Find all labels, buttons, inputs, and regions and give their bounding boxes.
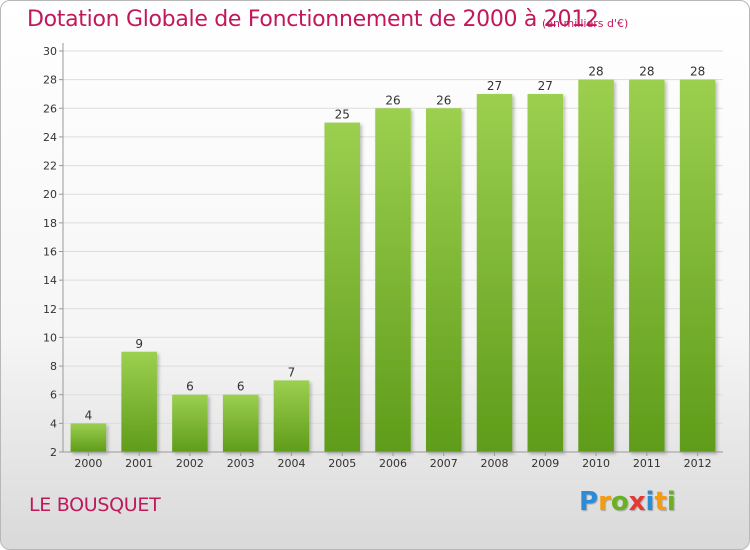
bar xyxy=(273,380,310,452)
data-label: 27 xyxy=(538,79,553,93)
y-tick-label: 14 xyxy=(43,274,57,287)
bar xyxy=(527,93,564,452)
y-tick-label: 2 xyxy=(50,446,57,459)
bar xyxy=(222,394,259,452)
x-tick-label: 2012 xyxy=(684,457,712,470)
y-tick-label: 28 xyxy=(43,74,57,87)
logo-letter: t xyxy=(654,487,667,517)
y-tick-label: 12 xyxy=(43,303,57,316)
bar xyxy=(172,394,208,452)
axis-layer xyxy=(59,43,723,456)
proxiti-logo: Proxiti xyxy=(579,487,676,517)
data-label: 25 xyxy=(335,108,350,122)
bar xyxy=(679,79,716,453)
x-tick-label: 2010 xyxy=(582,457,610,470)
data-label: 28 xyxy=(639,65,654,79)
logo-letter: r xyxy=(598,487,611,517)
x-tick-label: 2008 xyxy=(481,457,509,470)
data-label: 6 xyxy=(237,380,245,394)
commune-name: LE BOUSQUET xyxy=(29,494,161,516)
data-label: 7 xyxy=(288,365,296,379)
bar xyxy=(324,122,360,452)
data-label: 26 xyxy=(385,93,400,107)
data-label: 26 xyxy=(436,93,451,107)
y-tick-label: 26 xyxy=(43,102,57,115)
logo-letter: i xyxy=(666,487,676,517)
y-tick-label: 6 xyxy=(50,389,57,402)
data-label: 28 xyxy=(690,65,705,79)
data-label: 28 xyxy=(588,65,603,79)
x-tick-label: 2003 xyxy=(227,457,255,470)
logo-letter: o xyxy=(610,487,629,517)
y-tick-label: 24 xyxy=(43,131,57,144)
y-tick-label: 8 xyxy=(50,360,57,373)
chart-title: Dotation Globale de Fonctionnement de 20… xyxy=(27,7,599,32)
logo-letter: x xyxy=(628,487,646,517)
x-tick-label: 2009 xyxy=(531,457,559,470)
x-tick-label: 2000 xyxy=(74,457,102,470)
x-tick-label: 2006 xyxy=(379,457,407,470)
logo-letter: i xyxy=(645,487,655,517)
y-tick-label: 22 xyxy=(43,160,57,173)
y-tick-label: 4 xyxy=(50,417,57,430)
x-tick-label: 2005 xyxy=(328,457,356,470)
logo-letter: P xyxy=(579,487,599,517)
y-tick-label: 10 xyxy=(43,331,57,344)
bar xyxy=(121,351,157,452)
chart-unit: (en milliers d'€) xyxy=(542,17,629,30)
data-label: 6 xyxy=(186,380,194,394)
data-label: 9 xyxy=(135,337,143,351)
labels-layer: 2468101214161820222426283042000920016200… xyxy=(43,45,712,470)
x-tick-label: 2007 xyxy=(430,457,458,470)
bar xyxy=(426,108,462,453)
y-tick-label: 30 xyxy=(43,45,57,58)
data-label: 27 xyxy=(487,79,502,93)
bar xyxy=(375,108,411,453)
bar xyxy=(578,79,614,453)
x-tick-label: 2001 xyxy=(125,457,153,470)
bar xyxy=(476,93,513,452)
data-label: 4 xyxy=(85,408,93,422)
bar xyxy=(70,423,107,452)
y-tick-label: 20 xyxy=(43,188,57,201)
bars-layer xyxy=(70,79,716,453)
x-tick-label: 2004 xyxy=(277,457,305,470)
y-tick-label: 18 xyxy=(43,217,57,230)
y-tick-label: 16 xyxy=(43,246,57,259)
x-tick-label: 2011 xyxy=(633,457,661,470)
x-tick-label: 2002 xyxy=(176,457,204,470)
bar xyxy=(629,79,665,453)
